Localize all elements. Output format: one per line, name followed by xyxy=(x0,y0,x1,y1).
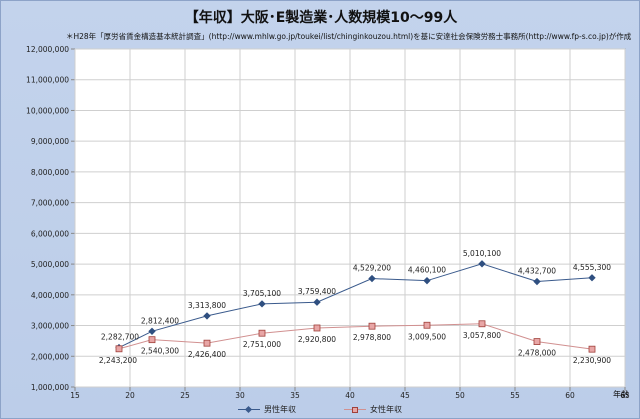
y-tick-label: 3,000,000 xyxy=(31,322,69,331)
male-data-label: 4,555,300 xyxy=(573,263,611,272)
y-tick-label: 11,000,000 xyxy=(26,76,69,85)
female-data-point xyxy=(423,321,431,329)
female-data-label: 2,426,400 xyxy=(188,350,226,359)
female-data-label: 2,751,000 xyxy=(243,340,281,349)
male-data-point xyxy=(148,327,156,335)
female-data-label: 3,009,500 xyxy=(408,332,446,341)
female-data-point xyxy=(115,345,123,353)
x-tick-label: 65 xyxy=(620,391,630,400)
x-axis-label: 年齢 xyxy=(613,389,629,399)
female-data-label: 3,057,800 xyxy=(463,331,501,340)
female-data-label: 2,230,900 xyxy=(573,356,611,365)
chart-title: 【年収】大阪･E製造業･人数規模10～99人 xyxy=(184,10,458,26)
male-data-label: 3,759,400 xyxy=(298,287,336,296)
x-tick-label: 40 xyxy=(345,391,355,400)
chart-source-note: ＊H28年「厚労省賃金構造基本統計調査」(http://www.mhlw.go.… xyxy=(66,32,632,41)
female-data-label: 2,978,800 xyxy=(353,333,391,342)
female-data-label: 2,478,000 xyxy=(518,349,556,358)
female-data-point xyxy=(533,338,541,345)
x-tick-label: 30 xyxy=(235,391,245,400)
female-data-label: 2,920,800 xyxy=(298,335,336,344)
male-data-point xyxy=(533,277,541,286)
y-tick-label: 1,000,000 xyxy=(31,383,69,392)
series-line-female xyxy=(118,323,593,350)
legend: 男性年収 女性年収 xyxy=(0,404,640,415)
y-tick-label: 4,000,000 xyxy=(31,291,69,300)
legend-label-female: 女性年収 xyxy=(370,405,402,414)
x-tick-label: 15 xyxy=(70,391,80,400)
x-tick-label: 35 xyxy=(290,391,300,400)
legend-item-female: 女性年収 xyxy=(344,404,402,415)
y-tick-label: 12,000,000 xyxy=(26,45,69,54)
female-data-point xyxy=(368,322,376,330)
male-data-label: 2,812,400 xyxy=(141,316,179,325)
legend-swatch-female xyxy=(344,406,366,414)
y-tick-label: 2,000,000 xyxy=(31,352,69,361)
female-data-point xyxy=(313,324,321,332)
male-data-label: 2,282,700 xyxy=(101,333,139,342)
female-data-label: 2,243,200 xyxy=(99,356,137,365)
grid xyxy=(71,48,626,391)
male-data-label: 4,529,200 xyxy=(353,264,391,273)
male-data-point xyxy=(368,274,376,283)
x-tick-label: 60 xyxy=(565,391,575,400)
series-line-male xyxy=(118,263,593,349)
female-data-point xyxy=(478,320,486,328)
y-tick-label: 5,000,000 xyxy=(31,260,69,269)
x-tick-label: 45 xyxy=(400,391,410,400)
female-data-point xyxy=(588,345,596,353)
y-tick-label: 6,000,000 xyxy=(31,229,69,238)
x-axis-ticks: 15 20 25 30 35 40 45 50 55 60 65 xyxy=(70,391,630,400)
male-data-point xyxy=(588,274,596,282)
female-data-point xyxy=(258,329,266,337)
legend-swatch-male xyxy=(238,406,260,414)
female-data-label: 2,540,300 xyxy=(141,347,179,356)
y-tick-label: 7,000,000 xyxy=(31,199,69,208)
male-data-point xyxy=(478,260,486,268)
male-data-point xyxy=(258,300,266,308)
male-data-label: 5,010,100 xyxy=(463,249,501,258)
male-data-label: 4,460,100 xyxy=(408,266,446,275)
male-data-point xyxy=(313,298,321,306)
x-tick-label: 20 xyxy=(125,391,135,400)
series-lines xyxy=(118,263,593,350)
male-data-label: 3,705,100 xyxy=(243,289,281,298)
x-tick-label: 55 xyxy=(510,391,520,400)
y-axis-ticks: 1,000,000 2,000,000 3,000,000 4,000,000 5,00… xyxy=(26,45,69,392)
series-markers xyxy=(115,260,596,353)
x-tick-label: 25 xyxy=(180,391,190,400)
y-tick-label: 9,000,000 xyxy=(31,137,69,146)
male-data-label: 3,313,800 xyxy=(188,301,226,310)
male-data-label: 4,432,700 xyxy=(518,267,556,276)
male-data-point xyxy=(203,312,211,320)
y-tick-label: 10,000,000 xyxy=(26,106,69,115)
legend-item-male: 男性年収 xyxy=(238,404,296,415)
female-data-point xyxy=(203,339,211,347)
y-tick-label: 8,000,000 xyxy=(31,168,69,177)
female-data-point xyxy=(148,336,156,344)
x-tick-label: 50 xyxy=(455,391,465,400)
male-data-point xyxy=(423,277,431,285)
legend-label-male: 男性年収 xyxy=(264,405,296,414)
